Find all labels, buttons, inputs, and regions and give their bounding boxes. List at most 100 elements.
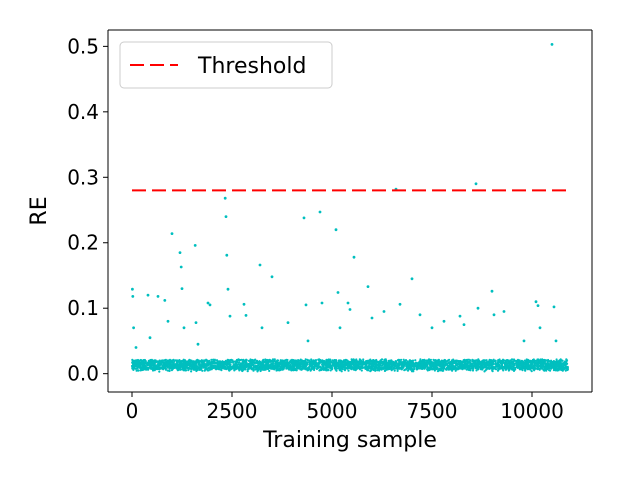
baseline-point xyxy=(287,361,290,365)
baseline-point xyxy=(262,365,266,368)
baseline-point xyxy=(186,361,189,364)
baseline-point xyxy=(364,367,367,370)
baseline-point xyxy=(163,359,166,362)
baseline-point xyxy=(485,359,488,362)
baseline-point xyxy=(135,369,138,372)
baseline-point xyxy=(548,364,552,367)
baseline-point xyxy=(304,358,307,361)
data-point xyxy=(462,323,466,326)
baseline-point xyxy=(364,361,367,364)
baseline-point xyxy=(417,367,420,370)
baseline-point xyxy=(429,364,432,367)
baseline-point xyxy=(411,359,415,362)
data-point xyxy=(242,302,246,306)
data-point xyxy=(476,306,480,310)
baseline-point xyxy=(403,369,406,372)
data-point xyxy=(554,339,558,343)
baseline-point xyxy=(299,358,302,361)
baseline-point xyxy=(170,360,174,363)
baseline-point xyxy=(205,359,208,362)
x-tick-label: 7500 xyxy=(407,399,458,423)
baseline-point xyxy=(530,365,533,368)
x-tick-label: 2500 xyxy=(207,399,258,423)
baseline-point xyxy=(322,365,325,368)
baseline-point xyxy=(153,363,156,366)
baseline-point xyxy=(506,365,510,368)
baseline-point xyxy=(471,369,475,372)
baseline-point xyxy=(410,370,414,373)
baseline-point xyxy=(316,366,319,369)
baseline-point xyxy=(366,362,369,365)
baseline-point xyxy=(472,367,475,370)
baseline-point xyxy=(259,365,262,368)
y-tick-label: 0.5 xyxy=(67,34,99,58)
baseline-point xyxy=(168,365,171,368)
data-point xyxy=(398,302,402,306)
baseline-point xyxy=(452,358,455,361)
baseline-point xyxy=(167,362,170,365)
baseline-point xyxy=(225,363,228,367)
baseline-point xyxy=(222,365,225,368)
baseline-point xyxy=(516,363,519,366)
baseline-point xyxy=(489,359,492,362)
baseline-point xyxy=(293,362,296,365)
baseline-point xyxy=(261,368,264,371)
baseline-point xyxy=(319,366,322,369)
data-point xyxy=(179,265,183,269)
baseline-point xyxy=(195,364,198,367)
baseline-point xyxy=(362,360,365,363)
baseline-point xyxy=(354,359,357,363)
baseline-point xyxy=(333,359,336,362)
data-points xyxy=(131,43,558,349)
baseline-point xyxy=(344,367,347,370)
baseline-point xyxy=(159,367,162,370)
baseline-point xyxy=(446,359,449,362)
baseline-point xyxy=(143,365,146,368)
baseline-point xyxy=(217,364,220,367)
baseline-point xyxy=(361,365,364,368)
baseline-point xyxy=(481,364,484,367)
baseline-point xyxy=(335,364,338,368)
baseline-point xyxy=(459,360,462,363)
baseline-point xyxy=(435,364,438,367)
data-point xyxy=(366,285,370,288)
baseline-point xyxy=(288,368,291,371)
baseline-point xyxy=(552,364,555,367)
baseline-point xyxy=(381,367,384,370)
baseline-point xyxy=(342,361,345,364)
baseline-point xyxy=(410,368,413,371)
baseline-point xyxy=(229,361,233,364)
baseline-point xyxy=(477,365,480,368)
baseline-point xyxy=(463,358,466,361)
baseline-point xyxy=(400,366,403,369)
data-point xyxy=(430,326,434,330)
baseline-point xyxy=(552,365,555,368)
baseline-point xyxy=(389,362,392,365)
baseline-point xyxy=(540,366,543,369)
data-point xyxy=(536,304,540,307)
baseline-point xyxy=(325,367,328,370)
baseline-point xyxy=(184,368,187,371)
baseline-point xyxy=(559,359,562,363)
baseline-point xyxy=(397,366,400,369)
baseline-point xyxy=(210,358,213,361)
baseline-point xyxy=(389,365,392,368)
baseline-point xyxy=(313,362,316,365)
baseline-point xyxy=(394,360,397,363)
baseline-point xyxy=(491,370,494,373)
baseline-point xyxy=(489,364,492,367)
baseline-point xyxy=(146,367,149,370)
baseline-point xyxy=(344,363,347,366)
baseline-point xyxy=(479,363,482,366)
baseline-point xyxy=(209,365,212,368)
baseline-point xyxy=(413,367,416,371)
baseline-point xyxy=(495,362,498,365)
baseline-point xyxy=(244,364,247,367)
legend-box xyxy=(119,41,333,89)
baseline-point xyxy=(473,362,476,365)
baseline-point xyxy=(217,366,221,370)
y-axis-title: RE xyxy=(27,196,52,225)
baseline-point xyxy=(203,369,206,372)
baseline-point xyxy=(334,361,337,364)
baseline-point xyxy=(199,367,202,370)
